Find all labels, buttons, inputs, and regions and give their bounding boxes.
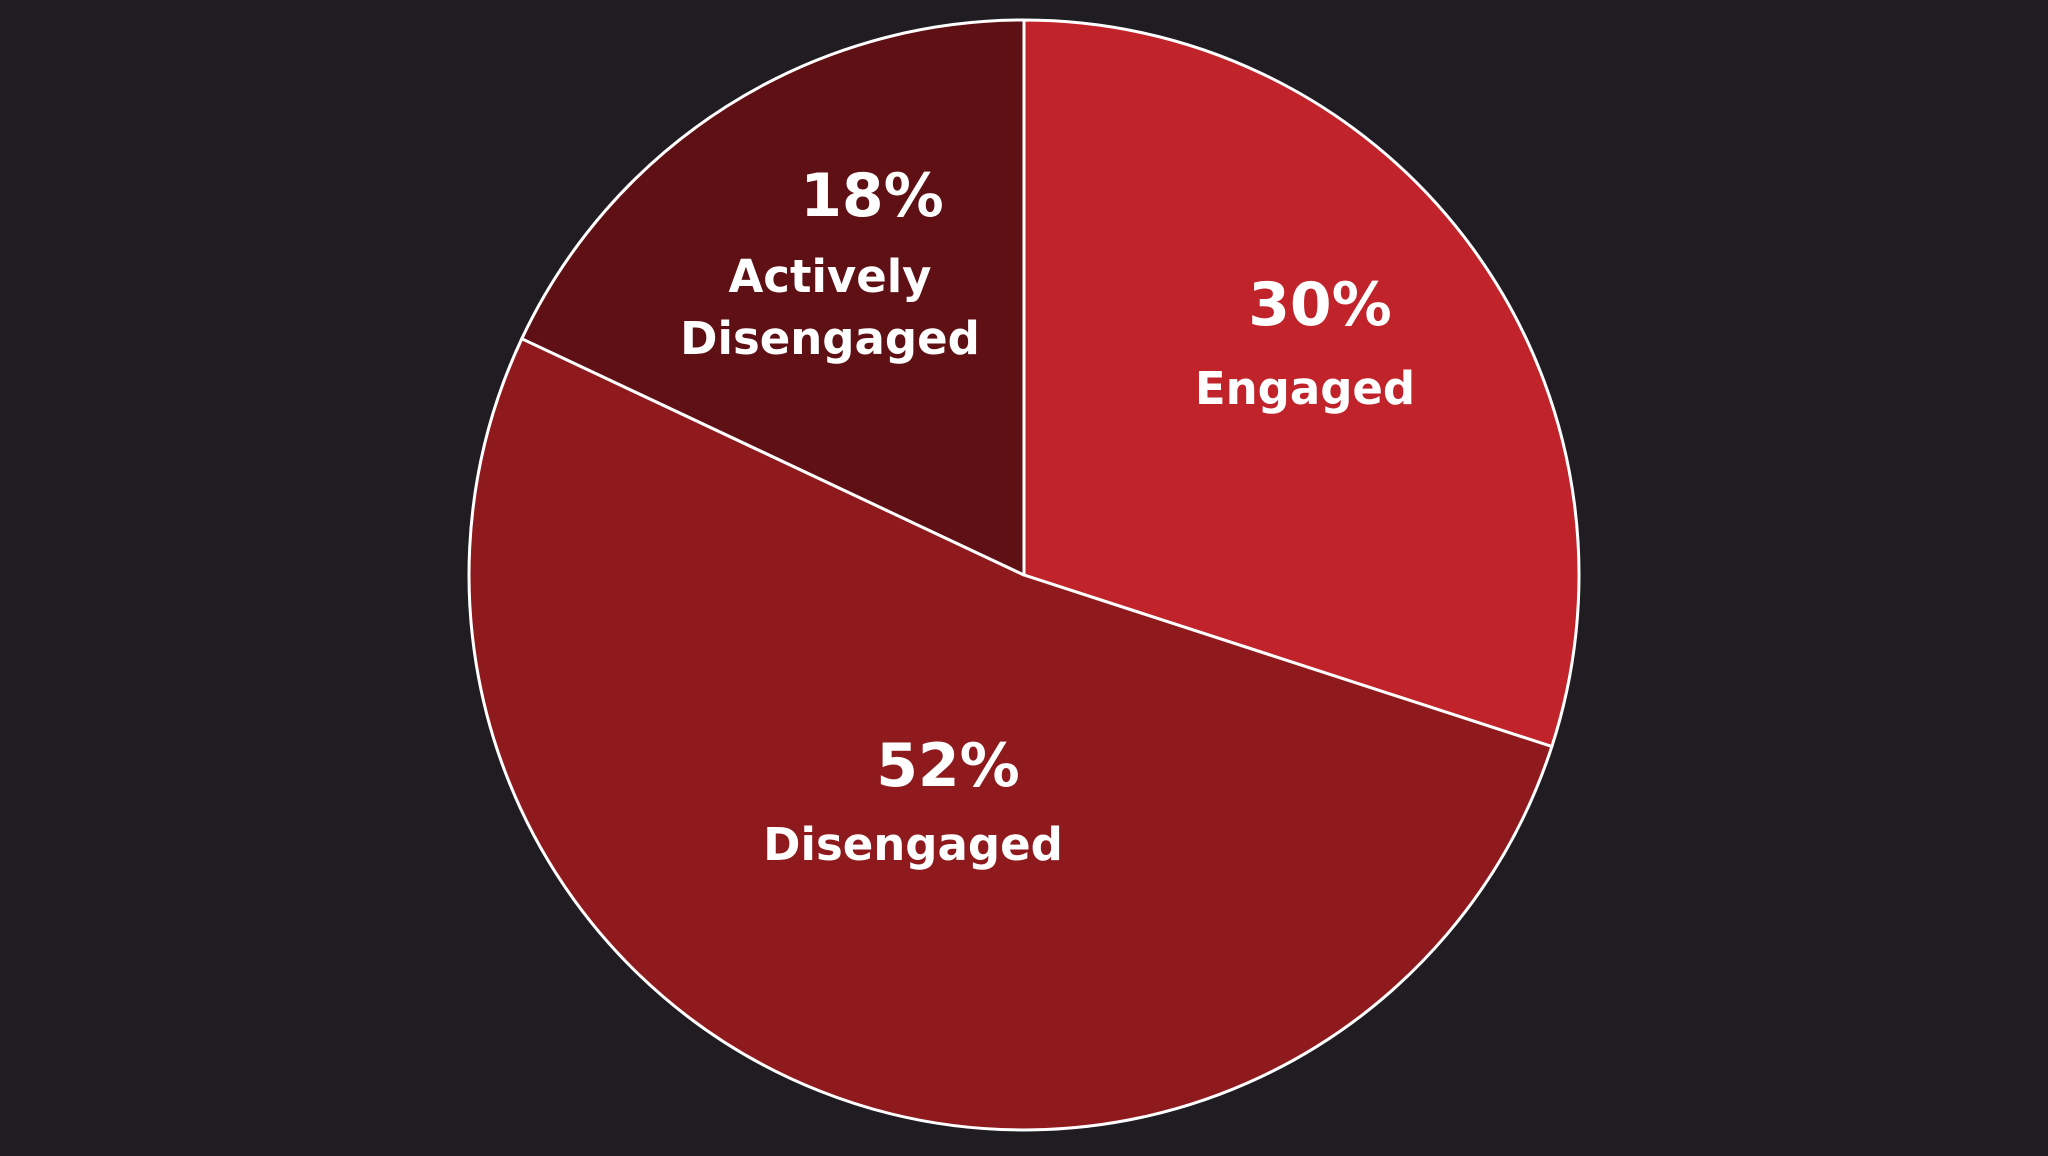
- slice-value-label: 30%: [1248, 270, 1392, 340]
- pie-slice-engaged: [1022, 18, 1581, 748]
- slice-value-label: 52%: [876, 731, 1020, 801]
- slice-category-label: Disengaged: [763, 818, 1063, 871]
- pie-slice-actively-disengaged: [520, 18, 1026, 577]
- pie-slice-disengaged: [467, 337, 1554, 1132]
- slice-category-label: Actively: [728, 250, 931, 303]
- pie-labels: 30% Engaged 52% Disengaged 18% Actively Diseng…: [680, 161, 1415, 871]
- pie-slices: [467, 18, 1581, 1132]
- slice-value-label: 18%: [800, 161, 944, 231]
- slice-category-label: Disengaged: [680, 312, 980, 365]
- slice-category-label: Engaged: [1195, 362, 1415, 415]
